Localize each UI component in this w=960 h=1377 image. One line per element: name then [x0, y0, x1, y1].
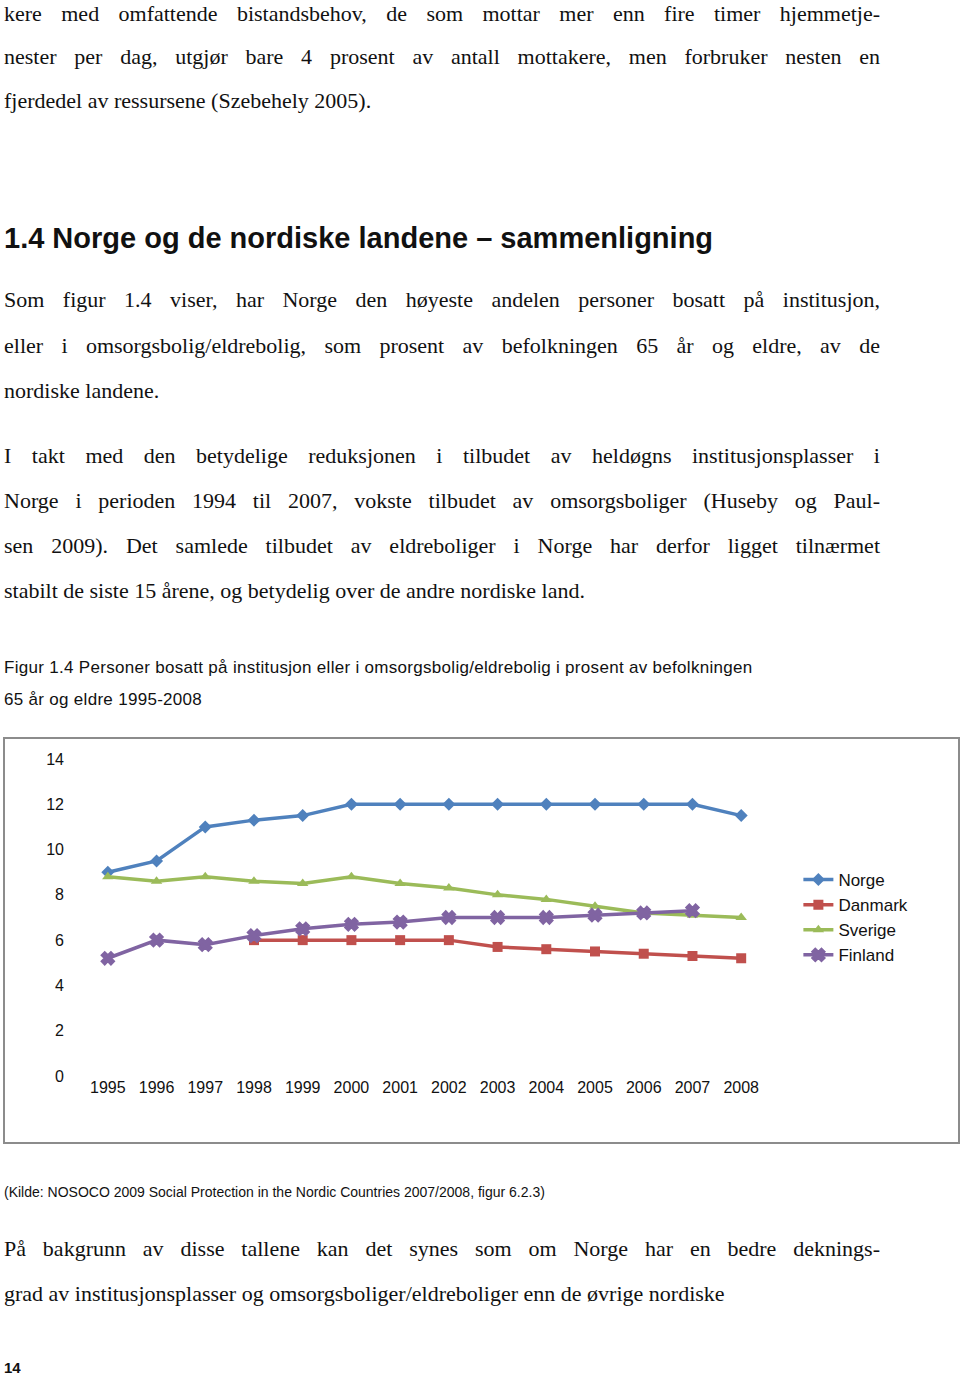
svg-text:1996: 1996: [139, 1079, 175, 1096]
html-text:kere med omfattende bistandsbe: kere med omfattende bistandsbehov, de so…: [4, 1, 880, 26]
svg-text:1997: 1997: [187, 1079, 223, 1096]
svg-text:Danmark: Danmark: [838, 896, 907, 915]
svg-text:2001: 2001: [382, 1079, 418, 1096]
svg-text:14: 14: [46, 751, 64, 768]
svg-text:0: 0: [55, 1068, 64, 1085]
html-text:nester per dag, utgjør bare 4: nester per dag, utgjør bare 4 prosent av…: [4, 44, 880, 69]
html-text:65 år og eldre 1995-2008: 65 år og eldre 1995-2008: [4, 690, 203, 709]
svg-text:4: 4: [55, 977, 64, 994]
html-text:(Kilde: NOSOCO 2009 Social Pro: (Kilde: NOSOCO 2009 Social Protection in…: [4, 1184, 545, 1200]
html-text:1.4 Norge og de nordiske lande: 1.4 Norge og de nordiske landene – samme…: [4, 222, 714, 254]
svg-text:2007: 2007: [675, 1079, 711, 1096]
html-text:14: 14: [4, 1359, 21, 1376]
html-text:nordiske landene.: nordiske landene.: [4, 378, 160, 403]
svg-text:Norge: Norge: [838, 871, 884, 890]
html-text:stabilt de siste 15 årene, og: stabilt de siste 15 årene, og betydelig …: [4, 578, 585, 603]
svg-text:Finland: Finland: [838, 946, 894, 965]
svg-text:2005: 2005: [577, 1079, 613, 1096]
svg-text:2006: 2006: [626, 1079, 662, 1096]
html-text:Figur 1.4 Personer bosatt på i: Figur 1.4 Personer bosatt på institusjon…: [4, 658, 753, 677]
svg-text:2000: 2000: [334, 1079, 370, 1096]
svg-text:Sverige: Sverige: [838, 921, 896, 940]
svg-text:2003: 2003: [480, 1079, 516, 1096]
html-text:Som figur 1.4 viser, har Norge: Som figur 1.4 viser, har Norge den høyes…: [4, 287, 880, 312]
svg-text:2008: 2008: [723, 1079, 759, 1096]
html-text:Norge i perioden 1994 til 2007: Norge i perioden 1994 til 2007, vokste t…: [4, 488, 880, 513]
html-text:sen 2009). Det samlede tilbude: sen 2009). Det samlede tilbudet av eldre…: [4, 533, 880, 558]
svg-text:1999: 1999: [285, 1079, 321, 1096]
svg-text:2004: 2004: [529, 1079, 565, 1096]
svg-text:12: 12: [46, 796, 64, 813]
svg-text:2002: 2002: [431, 1079, 467, 1096]
html-text:På bakgrunn av disse tallene k: På bakgrunn av disse tallene kan det syn…: [4, 1236, 880, 1261]
svg-text:6: 6: [55, 932, 64, 949]
svg-text:10: 10: [46, 841, 64, 858]
svg-text:1995: 1995: [90, 1079, 126, 1096]
html-text:fjerdedel av ressursene (Szebe: fjerdedel av ressursene (Szebehely 2005)…: [4, 88, 372, 113]
html-text:eller i omsorgsbolig/eldreboli: eller i omsorgsbolig/eldrebolig, som pro…: [4, 333, 880, 358]
svg-text:2: 2: [55, 1022, 64, 1039]
svg-text:1998: 1998: [236, 1079, 272, 1096]
svg-text:8: 8: [55, 886, 64, 903]
html-text:grad av institusjonsplasser og: grad av institusjonsplasser og omsorgsbo…: [4, 1281, 725, 1306]
html-text:I takt med den betydelige redu: I takt med den betydelige reduksjonen i …: [4, 443, 880, 468]
